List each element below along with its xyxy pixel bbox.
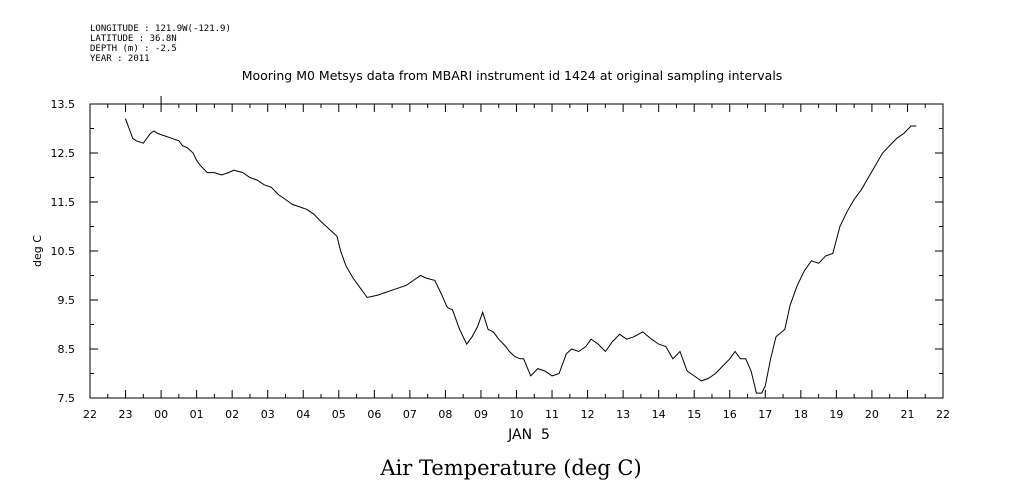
x-axis-label: JAN 5 xyxy=(507,427,550,443)
x-tick-label: 13 xyxy=(616,408,630,421)
y-tick-label: 9.5 xyxy=(58,294,76,307)
y-tick-label: 7.5 xyxy=(58,392,76,405)
x-tick-label: 09 xyxy=(474,408,488,421)
meta-latitude: LATITUDE : 36.8N xyxy=(90,34,177,44)
y-tick-label: 8.5 xyxy=(58,343,76,356)
x-tick-label: 15 xyxy=(687,408,701,421)
x-tick-label: 06 xyxy=(367,408,381,421)
y-tick-label: 10.5 xyxy=(51,245,76,258)
x-tick-label: 23 xyxy=(119,408,133,421)
y-axis-label: deg C xyxy=(31,235,44,267)
x-tick-label: 14 xyxy=(652,408,666,421)
y-tick-label: 13.5 xyxy=(51,98,76,111)
x-tick-label: 16 xyxy=(723,408,737,421)
meta-longitude: LONGITUDE : 121.9W(-121.9) xyxy=(90,24,231,34)
x-tick-label: 03 xyxy=(261,408,275,421)
x-tick-label: 19 xyxy=(829,408,843,421)
x-tick-label: 20 xyxy=(865,408,879,421)
chart-title: Mooring M0 Metsys data from MBARI instru… xyxy=(242,68,783,83)
y-tick-label: 11.5 xyxy=(51,196,76,209)
x-tick-label: 05 xyxy=(332,408,346,421)
x-axis-ticks xyxy=(89,96,944,398)
x-tick-label: 10 xyxy=(510,408,524,421)
x-tick-label: 07 xyxy=(403,408,417,421)
y-axis-tick-labels: 7.5 8.5 9.5 10.5 11.5 12.5 13.5 xyxy=(51,98,76,405)
meta-year: YEAR : 2011 xyxy=(90,54,150,64)
x-tick-label: 17 xyxy=(758,408,772,421)
metadata-block: LONGITUDE : 121.9W(-121.9) LATITUDE : 36… xyxy=(90,24,231,64)
x-tick-label: 21 xyxy=(900,408,914,421)
variable-caption: Air Temperature (deg C) xyxy=(379,456,641,480)
x-tick-label: 04 xyxy=(296,408,310,421)
y-axis-ticks xyxy=(90,103,943,399)
x-tick-label: 08 xyxy=(438,408,452,421)
x-axis-tick-labels: 22 23 00 01 02 03 04 05 06 07 08 09 10 11 12 13 14 15 16 17… xyxy=(83,408,950,421)
x-tick-label: 02 xyxy=(225,408,239,421)
x-tick-label: 01 xyxy=(190,408,204,421)
plot-frame xyxy=(89,103,944,399)
x-tick-label: 22 xyxy=(936,408,950,421)
x-tick-label: 11 xyxy=(545,408,559,421)
x-tick-label: 22 xyxy=(83,408,97,421)
y-tick-label: 12.5 xyxy=(51,147,76,160)
meta-depth: DEPTH (m) : -2.5 xyxy=(90,44,177,54)
x-tick-label: 00 xyxy=(154,408,168,421)
x-tick-label: 12 xyxy=(581,408,595,421)
series-line-air-temperature xyxy=(125,118,917,394)
x-tick-label: 18 xyxy=(794,408,808,421)
